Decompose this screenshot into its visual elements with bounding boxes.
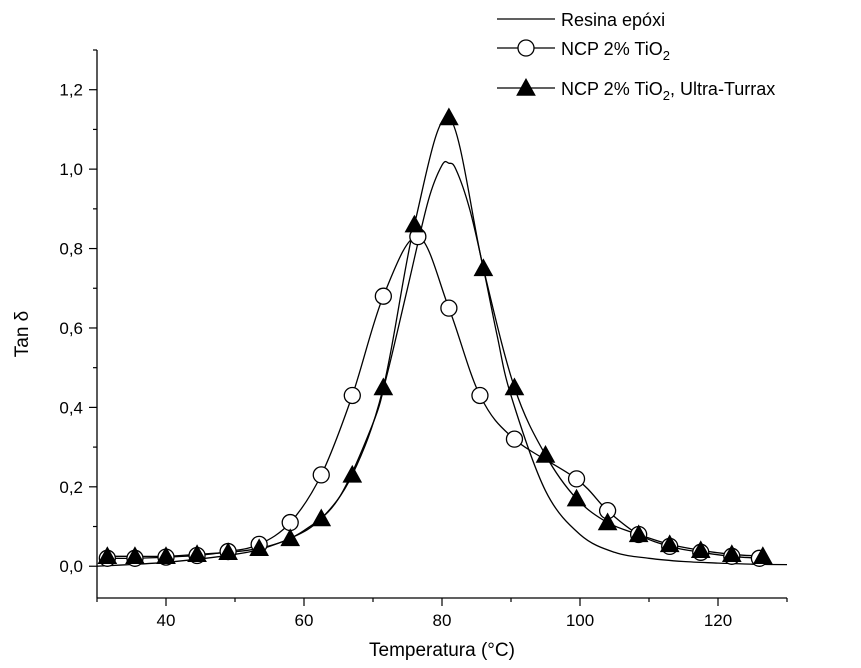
series-markers [97,107,773,567]
x-tick-label: 80 [433,611,452,630]
data-point-circle [567,470,586,488]
data-point-triangle [373,377,394,396]
legend-marker-triangle [516,77,536,96]
data-point-circle [471,386,489,405]
x-tick-label: 120 [704,611,732,630]
legend-label: NCP 2% TiO2, Ultra-Turrax [561,79,775,103]
data-point-triangle [659,534,680,553]
legend-label: Resina epóxi [561,10,665,30]
data-point-triangle [249,538,269,557]
data-point-triangle [566,488,587,507]
data-point-triangle [404,214,425,233]
data-point-circle [281,513,299,532]
data-point-triangle [473,258,494,277]
series-line-resina [96,160,788,567]
y-tick-label: 0,6 [59,319,83,338]
series-line-ncp [107,235,760,560]
data-point-circle [312,466,330,484]
axes: 40 60 80 100 120 0,0 0,2 0,4 0,6 0,8 1,0 1,2 [59,49,788,630]
y-axis-title: Tan δ [12,311,33,358]
series-line-ncp-ultra-turrax [107,116,763,558]
data-point-triangle [628,524,649,543]
data-point-triangle [156,546,176,565]
y-tick-label: 0,4 [59,398,83,417]
x-tick-label: 60 [295,611,314,630]
data-point-triangle [187,544,207,563]
data-point-triangle [721,544,742,563]
data-point-triangle [535,445,556,463]
data-point-triangle [342,464,363,483]
data-point-triangle [690,540,711,559]
x-tick-label: 100 [566,611,594,630]
y-tick-label: 0,8 [59,240,83,259]
data-point-circle [343,386,361,405]
data-point-triangle [504,377,525,396]
data-point-triangle [97,546,118,565]
y-tick-label: 1,2 [59,81,83,100]
data-point-circle [440,299,458,317]
x-tick-label: 40 [157,611,176,630]
legend-label: NCP 2% TiO2 [561,39,670,63]
data-point-triangle [218,542,238,561]
y-tick-label: 1,0 [59,160,83,179]
y-tick-label: 0,2 [59,478,83,497]
data-point-circle [374,287,393,305]
data-point-triangle [439,107,459,126]
x-axis-title: Temperatura (°C) [369,640,515,661]
data-point-triangle [280,528,301,547]
legend-marker-circle [517,39,535,57]
series-curves [96,116,788,567]
data-point-triangle [597,512,618,531]
data-point-circle [505,430,524,448]
data-point-triangle [753,546,773,565]
data-point-triangle [311,508,332,527]
data-point-triangle [125,546,145,565]
legend: Resina epóxi NCP 2% TiO2 NCP 2% TiO2, Ultr… [497,10,775,103]
y-tick-label: 0,0 [59,557,83,576]
